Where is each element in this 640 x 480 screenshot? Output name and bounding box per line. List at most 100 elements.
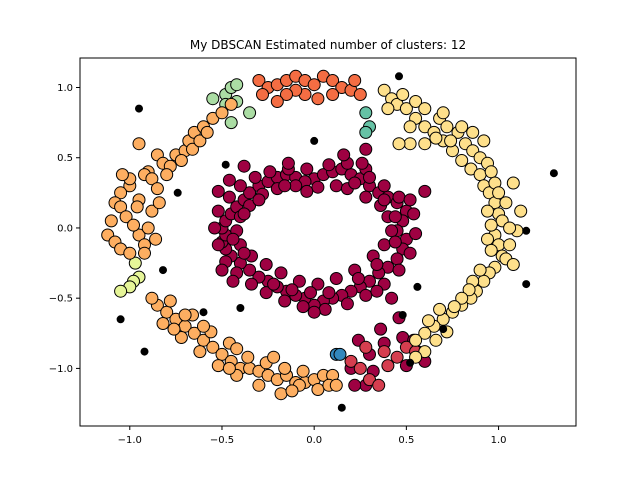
cluster-0-point-103 bbox=[237, 246, 251, 260]
cluster-4-point-31 bbox=[381, 102, 395, 116]
cluster-1-point-5 bbox=[390, 350, 404, 364]
cluster-2-point-6 bbox=[307, 78, 321, 92]
cluster-0-point-125 bbox=[348, 378, 362, 392]
cluster-0-point-52 bbox=[359, 190, 373, 204]
noise-point-14 bbox=[522, 280, 531, 289]
cluster-0-point-101 bbox=[237, 207, 251, 221]
cluster-0-point-100 bbox=[252, 193, 266, 207]
y-tick-label-4: −1.0 bbox=[49, 364, 73, 375]
cluster-0-point-75 bbox=[377, 179, 391, 193]
cluster-3-point-35 bbox=[278, 361, 292, 375]
cluster-4-point-11 bbox=[473, 168, 487, 182]
cluster-4-point-42 bbox=[484, 165, 498, 179]
cluster-2-point-14 bbox=[311, 92, 325, 106]
cluster-0-point-88 bbox=[245, 277, 258, 291]
y-tick-label-0: 1.0 bbox=[57, 83, 73, 94]
noise-point-16 bbox=[439, 325, 448, 334]
cluster-0-point-50 bbox=[329, 179, 343, 193]
cluster-4-point-70 bbox=[466, 125, 480, 139]
cluster-0-point-114 bbox=[278, 179, 292, 193]
cluster-3-point-39 bbox=[197, 319, 210, 333]
cluster-3-point-43 bbox=[329, 378, 343, 392]
cluster-3-point-23 bbox=[193, 345, 207, 359]
noise-point-10 bbox=[236, 304, 245, 312]
cluster-9-point-18 bbox=[119, 210, 133, 224]
cluster-4-point-0 bbox=[377, 83, 391, 97]
cluster-3-point-21 bbox=[156, 317, 170, 330]
cluster-0-point-84 bbox=[318, 302, 332, 316]
cluster-9-point-40 bbox=[149, 232, 163, 246]
cluster-4-point-50 bbox=[484, 243, 498, 257]
cluster-9-point-36 bbox=[200, 125, 214, 139]
cluster-9-point-33 bbox=[174, 154, 188, 167]
cluster-0-point-118 bbox=[374, 322, 388, 336]
cluster-0-point-137 bbox=[307, 305, 321, 319]
cluster-0-point-63 bbox=[259, 258, 273, 271]
y-tick-label-1: 0.5 bbox=[57, 153, 73, 164]
cluster-4-point-65 bbox=[403, 137, 417, 151]
cluster-1-point-2 bbox=[363, 373, 376, 387]
cluster-4-point-67 bbox=[429, 131, 443, 145]
cluster-4-point-72 bbox=[436, 106, 450, 120]
cluster-3-point-38 bbox=[167, 322, 181, 336]
cluster-0-point-107 bbox=[351, 272, 365, 285]
cluster-4-point-56 bbox=[462, 283, 476, 297]
cluster-0-point-139 bbox=[355, 156, 369, 170]
cluster-4-point-66 bbox=[418, 137, 432, 151]
axis-ticks: −1.0 −0.5 0.0 0.5 1.0 1.0 0.5 0.0 −0.5 −1.0 bbox=[49, 83, 507, 446]
cluster-4-point-32 bbox=[396, 88, 410, 101]
cluster-2-point-0 bbox=[252, 74, 266, 87]
cluster-9-point-30 bbox=[145, 172, 159, 186]
cluster-0-point-85 bbox=[296, 300, 310, 314]
cluster-9-point-32 bbox=[160, 168, 174, 182]
cluster-4-point-36 bbox=[440, 120, 454, 134]
cluster-0-point-77 bbox=[407, 207, 421, 221]
cluster-0-point-92 bbox=[208, 221, 222, 235]
noise-point-6 bbox=[413, 282, 422, 291]
cluster-9-point-35 bbox=[193, 134, 207, 148]
cluster-9-point-17 bbox=[114, 200, 128, 214]
cluster-9-point-42 bbox=[152, 196, 166, 210]
y-tick-label-3: −0.5 bbox=[49, 294, 73, 305]
noise-point-15 bbox=[522, 226, 531, 235]
cluster-3-point-24 bbox=[211, 359, 225, 373]
cluster-2-point-17 bbox=[270, 95, 284, 108]
cluster-4-point-51 bbox=[503, 238, 517, 252]
cluster-4-point-47 bbox=[481, 204, 494, 218]
cluster-0-point-133 bbox=[418, 184, 432, 198]
cluster-0-point-106 bbox=[322, 286, 336, 300]
cluster-4-point-69 bbox=[455, 120, 469, 134]
cluster-9-point-28 bbox=[141, 221, 155, 235]
cluster-0-point-59 bbox=[329, 272, 343, 285]
cluster-4-point-48 bbox=[484, 218, 498, 232]
cluster-3-point-22 bbox=[174, 331, 188, 344]
cluster-9-point-38 bbox=[115, 168, 129, 182]
cluster-4-point-22 bbox=[477, 274, 491, 288]
noise-point-11 bbox=[199, 308, 208, 317]
cluster-4-point-33 bbox=[409, 95, 423, 108]
cluster-7-point-2 bbox=[359, 125, 373, 139]
cluster-3-point-45 bbox=[163, 294, 177, 308]
cluster-0-point-104 bbox=[267, 277, 281, 291]
cluster-3-point-6 bbox=[206, 340, 220, 354]
cluster-0-point-131 bbox=[281, 156, 295, 170]
cluster-0-point-97 bbox=[263, 165, 277, 179]
cluster-4-point-59 bbox=[433, 302, 447, 316]
cluster-4-point-30 bbox=[409, 333, 423, 347]
x-tick-label-4: 1.0 bbox=[491, 435, 507, 446]
cluster-9-point-19 bbox=[104, 214, 118, 228]
cluster-9-point-10 bbox=[215, 106, 229, 120]
cluster-8-point-1 bbox=[333, 347, 347, 361]
noise-point-2 bbox=[221, 160, 230, 169]
cluster-9-point-0 bbox=[132, 137, 146, 151]
cluster-4-point-44 bbox=[492, 186, 506, 200]
cluster-3-point-41 bbox=[267, 350, 281, 364]
cluster-4-point-75 bbox=[514, 204, 528, 218]
cluster-4-point-60 bbox=[422, 314, 435, 328]
noise-point-0 bbox=[135, 104, 143, 113]
cluster-0-point-82 bbox=[359, 288, 373, 302]
cluster-9-point-26 bbox=[127, 218, 140, 232]
cluster-0-point-95 bbox=[233, 179, 247, 193]
cluster-0-point-132 bbox=[403, 193, 417, 207]
cluster-4-point-46 bbox=[506, 176, 520, 190]
